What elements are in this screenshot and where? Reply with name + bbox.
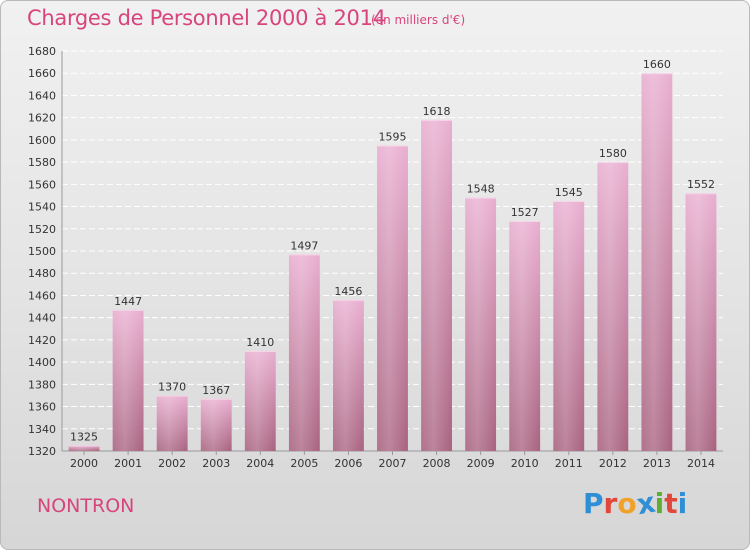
proxiti-logo[interactable]: Proxiti: [583, 486, 688, 522]
x-tick-label: 2009: [467, 457, 495, 470]
y-tick-label: 1500: [28, 245, 56, 258]
data-label: 1447: [114, 295, 142, 308]
y-tick-label: 1640: [28, 89, 56, 102]
x-tick-label: 2011: [555, 457, 583, 470]
chart-title: Charges de Personnel 2000 à 2014: [27, 6, 386, 30]
logo-letter: r: [603, 487, 618, 520]
x-tick-label: 2014: [687, 457, 715, 470]
bar-highlight: [421, 119, 452, 451]
y-tick-label: 1480: [28, 267, 56, 280]
data-label: 1367: [202, 384, 230, 397]
data-label: 1660: [643, 58, 671, 71]
y-tick-label: 1580: [28, 156, 56, 169]
logo-letter: i: [677, 487, 688, 520]
bar-highlight: [509, 221, 541, 451]
data-label: 1552: [687, 178, 715, 191]
x-tick-label: 2006: [334, 457, 362, 470]
y-tick-label: 1560: [28, 178, 56, 191]
x-tick-label: 2000: [70, 457, 98, 470]
logo-letter: o: [617, 487, 637, 520]
bar-highlight: [377, 145, 408, 451]
y-tick-label: 1680: [28, 45, 56, 58]
y-tick-label: 1360: [28, 401, 56, 414]
x-tick-label: 2005: [290, 457, 318, 470]
x-tick-label: 2004: [246, 457, 274, 470]
data-label: 1618: [423, 105, 451, 118]
bar-highlight: [333, 299, 364, 451]
x-tick-label: 2003: [202, 457, 230, 470]
data-label: 1545: [555, 186, 583, 199]
bar-highlight: [685, 193, 717, 451]
y-tick-label: 1460: [28, 289, 56, 302]
y-tick-label: 1400: [28, 356, 56, 369]
data-label: 1497: [290, 239, 318, 252]
y-tick-label: 1620: [28, 112, 56, 125]
y-tick-label: 1420: [28, 334, 56, 347]
bar-highlight: [553, 201, 585, 451]
bar-highlight: [156, 395, 188, 451]
data-label: 1325: [70, 430, 98, 443]
data-label: 1370: [158, 380, 186, 393]
bar-highlight: [597, 162, 629, 451]
logo-letter: P: [583, 487, 604, 520]
y-tick-label: 1520: [28, 223, 56, 236]
place-name: NONTRON: [37, 495, 135, 517]
bar-highlight: [465, 197, 497, 451]
y-tick-label: 1600: [28, 134, 56, 147]
chart-subtitle: (en milliers d'€): [371, 13, 466, 27]
bar-highlight: [112, 309, 144, 451]
x-tick-label: 2010: [511, 457, 539, 470]
y-tick-label: 1320: [28, 445, 56, 458]
y-tick-label: 1440: [28, 312, 56, 325]
x-tick-label: 2008: [423, 457, 451, 470]
logo-letter: i: [654, 487, 665, 520]
x-tick-label: 2007: [379, 457, 407, 470]
y-tick-label: 1660: [28, 67, 56, 80]
data-label: 1410: [246, 336, 274, 349]
data-label: 1456: [334, 285, 362, 298]
bar-highlight: [641, 73, 673, 451]
bar-highlight: [200, 398, 232, 451]
x-tick-label: 2012: [599, 457, 627, 470]
data-label: 1527: [511, 206, 539, 219]
data-label: 1580: [599, 147, 627, 160]
x-tick-label: 2002: [158, 457, 186, 470]
y-tick-label: 1540: [28, 201, 56, 214]
x-tick-label: 2001: [114, 457, 142, 470]
y-tick-label: 1340: [28, 423, 56, 436]
bar-highlight: [244, 351, 276, 451]
bar-highlight: [68, 445, 100, 451]
data-label: 1548: [467, 183, 495, 196]
x-tick-label: 2013: [643, 457, 671, 470]
bar-highlight: [288, 254, 320, 451]
y-tick-label: 1380: [28, 378, 56, 391]
data-label: 1595: [379, 130, 407, 143]
logo-letter: t: [664, 487, 678, 520]
